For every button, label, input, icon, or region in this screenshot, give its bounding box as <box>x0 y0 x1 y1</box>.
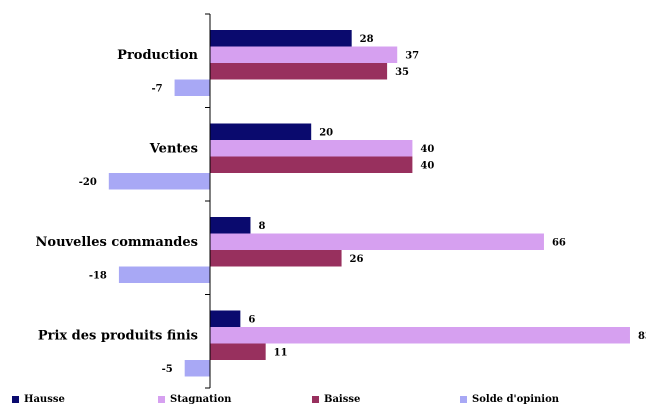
data-label: 40 <box>420 144 434 155</box>
data-label: 8 <box>258 221 265 232</box>
legend-label-baisse: Baisse <box>324 393 361 405</box>
legend: Hausse Stagnation Baisse Solde d'opinion <box>0 392 646 406</box>
bar-hausse <box>210 30 352 47</box>
data-label: -18 <box>89 270 107 281</box>
bar-baisse <box>210 63 388 80</box>
legend-label-solde: Solde d'opinion <box>472 393 560 405</box>
bar-solde-d-opinion <box>184 360 210 377</box>
data-label: -5 <box>162 364 173 375</box>
bar-hausse <box>210 217 251 234</box>
bar-solde-d-opinion <box>108 173 210 190</box>
legend-item-baisse: Baisse <box>312 392 360 406</box>
data-label: 37 <box>405 50 419 61</box>
legend-swatch-solde <box>460 395 467 403</box>
bar-baisse <box>210 156 413 173</box>
data-label: 83 <box>638 331 646 342</box>
category-label: Production <box>117 48 198 63</box>
bar-solde-d-opinion <box>174 79 210 96</box>
legend-item-solde: Solde d'opinion <box>460 392 559 406</box>
bar-stagnation <box>210 327 630 344</box>
bar-hausse <box>210 123 312 140</box>
legend-item-hausse: Hausse <box>12 392 65 406</box>
chart: Production 28 37 35 -7 Ventes 20 40 40 -20 Nouvell… <box>36 13 646 389</box>
bar-baisse <box>210 343 266 360</box>
bar-stagnation <box>210 140 413 157</box>
bar-solde-d-opinion <box>118 266 210 283</box>
category-label: Ventes <box>149 141 198 156</box>
data-label: -20 <box>79 177 97 188</box>
bar-hausse <box>210 310 241 327</box>
legend-label-hausse: Hausse <box>24 393 65 405</box>
data-label: 20 <box>319 127 333 138</box>
bar-stagnation <box>210 233 544 250</box>
legend-swatch-hausse <box>12 395 19 403</box>
bar-stagnation <box>210 46 398 63</box>
data-label: 35 <box>395 67 409 78</box>
data-label: 28 <box>360 34 374 45</box>
data-label: 6 <box>248 314 255 325</box>
legend-label-stagnation: Stagnation <box>170 393 232 405</box>
legend-swatch-stagnation <box>158 395 165 403</box>
legend-item-stagnation: Stagnation <box>158 392 231 406</box>
bar-baisse <box>210 250 342 267</box>
category-label: Prix des produits finis <box>38 328 198 343</box>
category-label: Nouvelles commandes <box>36 235 198 250</box>
data-label: 11 <box>274 347 288 358</box>
data-label: 40 <box>420 160 434 171</box>
data-label: 26 <box>350 254 364 265</box>
data-label: -7 <box>151 83 162 94</box>
legend-swatch-baisse <box>312 395 319 403</box>
data-label: 66 <box>552 237 566 248</box>
